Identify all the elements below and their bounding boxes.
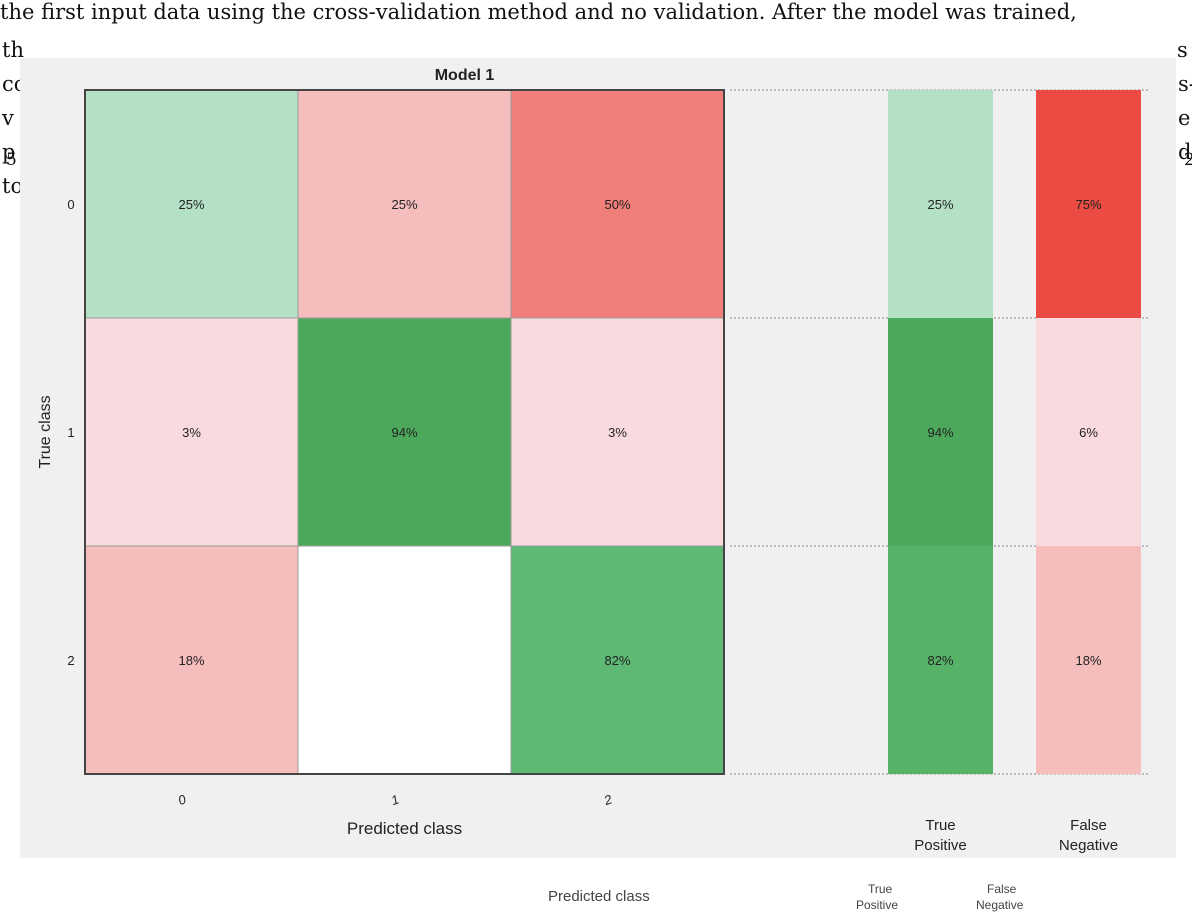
rate-value-label: 82% <box>927 653 953 668</box>
caption-true: True <box>868 882 893 896</box>
false-negative-rate-cell <box>1036 318 1141 546</box>
true-positive-rate-cell <box>888 546 993 774</box>
tpr-column-label: Positive <box>914 837 967 854</box>
matrix-cell <box>297 545 512 775</box>
matrix-cell <box>84 545 299 775</box>
column-tick-label: 0 <box>176 791 189 808</box>
fnr-column-label: Negative <box>1059 837 1118 854</box>
caption-false: False <box>987 882 1017 896</box>
document-text-fragment: p <box>2 140 16 164</box>
rate-value-label: 25% <box>927 197 953 212</box>
rate-value-label: 94% <box>927 425 953 440</box>
row-tick-label: 1 <box>67 425 74 440</box>
rate-value-label: 6% <box>1079 425 1098 440</box>
cell-value-label: 3% <box>608 425 627 440</box>
false-negative-rate-cell <box>1036 90 1141 318</box>
column-tick-label: 1 <box>389 791 401 808</box>
caption-positive: Positive <box>856 898 899 912</box>
document-text-fragment: d <box>1178 140 1192 164</box>
row-tick-label: 2 <box>67 653 74 668</box>
confusion-matrix-figure: Model 1 25% 25% 50% 3% 94% 3% 18% 82% 0 1 2 0 1 2 True … <box>20 58 1176 858</box>
cell-value-label: 82% <box>604 653 630 668</box>
tpr-column-label: Rate <box>925 857 957 858</box>
matrix-cell <box>510 89 725 319</box>
rate-value-label: 75% <box>1075 197 1101 212</box>
cell-value-label: 94% <box>391 425 417 440</box>
true-positive-rate-cell <box>888 90 993 318</box>
caption-negative: Negative <box>976 898 1024 912</box>
document-text-line: the first input data using the cross-val… <box>0 0 1077 24</box>
matrix-cell <box>297 317 512 547</box>
document-text-fragment: to <box>2 174 24 198</box>
page-mark: 2 <box>1184 150 1192 170</box>
x-axis-label: Predicted class <box>347 819 462 838</box>
y-axis-label: True class <box>37 395 54 468</box>
chart-title: Model 1 <box>435 67 495 84</box>
matrix-cell <box>297 89 512 319</box>
column-tick-label: 2 <box>601 791 615 808</box>
rate-value-label: 18% <box>1075 653 1101 668</box>
document-text-fragment: th <box>2 38 24 62</box>
cell-value-label: 50% <box>604 197 630 212</box>
false-negative-rate-cell <box>1036 546 1141 774</box>
true-positive-rate-cell <box>888 318 993 546</box>
fnr-column-label: False <box>1070 817 1107 834</box>
document-text-fragment: s <box>1177 38 1188 62</box>
cell-value-label: 3% <box>182 425 201 440</box>
caption-predicted-class: Predicted class <box>548 888 650 905</box>
document-text-fragment: s- <box>1178 72 1192 96</box>
confusion-matrix-chart: Model 1 25% 25% 50% 3% 94% 3% 18% 82% 0 1 2 0 1 2 True … <box>37 67 1150 858</box>
tpr-column-label: True <box>925 817 955 834</box>
cell-value-label: 25% <box>391 197 417 212</box>
matrix-cell <box>84 89 299 319</box>
document-text-fragment: e <box>1178 106 1191 130</box>
fnr-column-label: Rate <box>1073 857 1105 858</box>
cell-value-label: 25% <box>178 197 204 212</box>
page-mark: 5 <box>6 150 17 170</box>
document-text-fragment: v <box>2 106 14 130</box>
matrix-cell <box>84 317 299 547</box>
row-tick-label: 0 <box>67 197 74 212</box>
matrix-border <box>84 89 725 775</box>
cell-value-label: 18% <box>178 653 204 668</box>
